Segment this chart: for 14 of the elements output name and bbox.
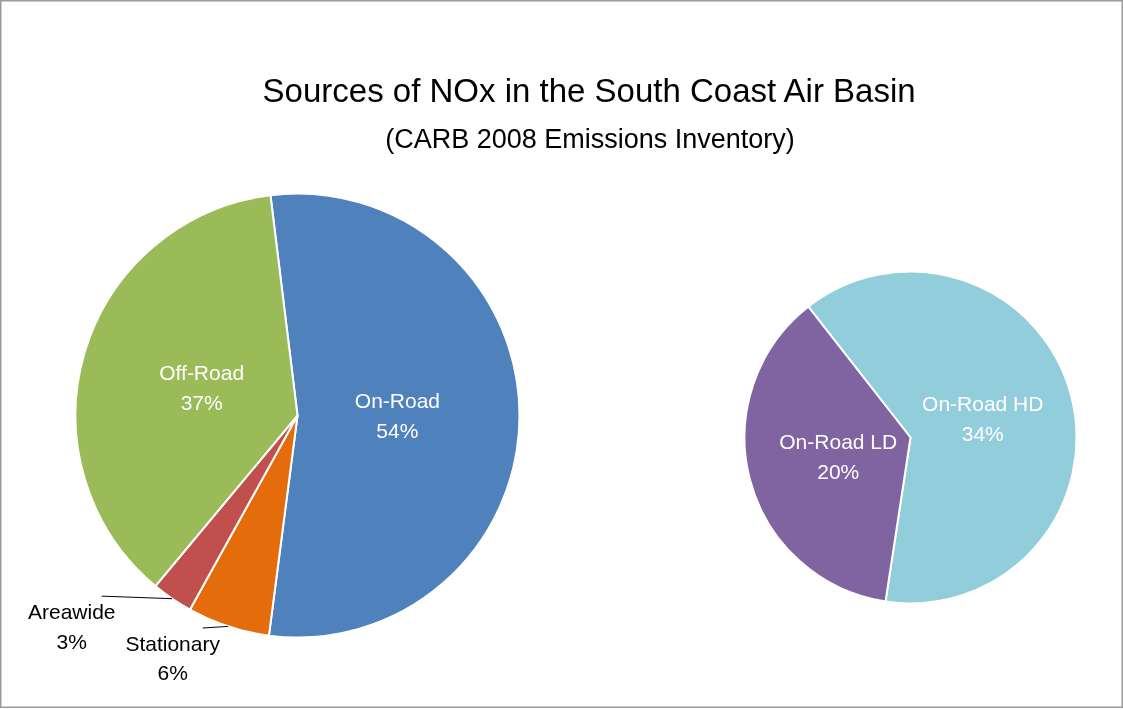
slice-label: Areawide — [27, 599, 116, 623]
data-label: 54% — [376, 419, 419, 443]
data-label: 3% — [56, 629, 87, 653]
slice-label: Off-Road — [159, 360, 245, 384]
data-label: 37% — [180, 390, 223, 414]
text: (CARB 2008 Emissions Inventory) — [385, 123, 795, 154]
text: Sources of NOx in the South Coast Air Basin — [262, 72, 916, 109]
slice-label: On-Road LD — [779, 429, 898, 453]
data-label: 20% — [817, 459, 860, 483]
slice-label: On-Road — [354, 389, 441, 413]
slice-label: Stationary — [125, 631, 221, 655]
data-label: 34% — [961, 422, 1004, 446]
data-label: 6% — [157, 661, 188, 685]
slice-label: On-Road HD — [922, 392, 1044, 416]
